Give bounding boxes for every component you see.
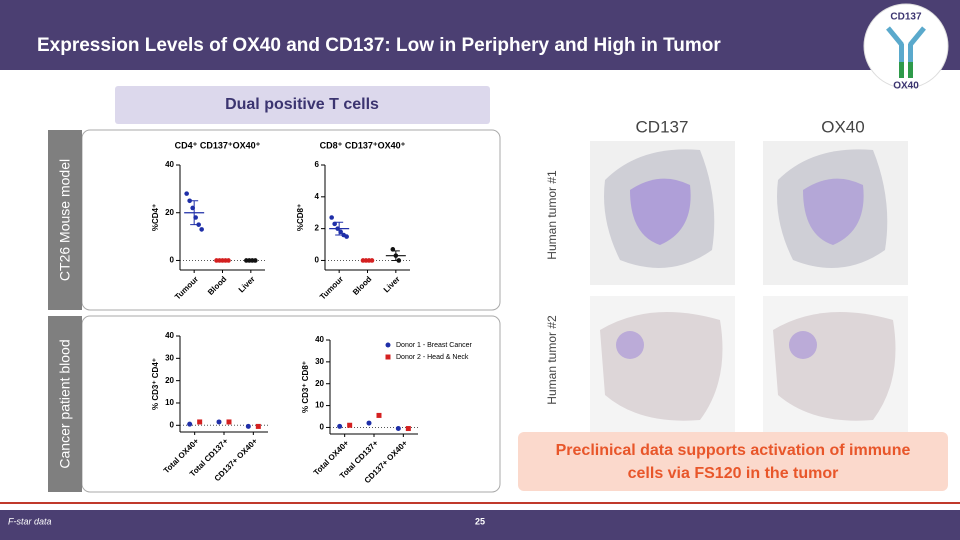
y-tick-label: 2 bbox=[315, 224, 320, 233]
error-bar bbox=[190, 200, 199, 226]
data-point bbox=[226, 419, 232, 425]
y-tick-label: 20 bbox=[165, 208, 174, 217]
conclusion-line: cells via FS120 in the tumor bbox=[628, 465, 839, 482]
legend-marker bbox=[385, 342, 391, 348]
data-point bbox=[253, 258, 258, 263]
data-point bbox=[376, 412, 382, 418]
conclusion-line: Preclinical data supports activation of … bbox=[556, 442, 911, 459]
image-column-label: OX40 bbox=[821, 117, 864, 136]
image-row-label: Human tumor #2 bbox=[545, 315, 559, 405]
data-point bbox=[405, 426, 411, 432]
y-tick-label: 0 bbox=[315, 256, 320, 265]
y-axis-label: %CD8⁺ bbox=[296, 204, 305, 231]
y-tick-label: 40 bbox=[165, 160, 174, 169]
chart-title: CD8⁺ CD137⁺OX40⁺ bbox=[320, 140, 406, 150]
y-tick-label: 6 bbox=[315, 160, 320, 169]
header-bar bbox=[0, 0, 960, 70]
y-axis-label: %CD4⁺ bbox=[151, 204, 160, 231]
data-point bbox=[395, 426, 401, 432]
y-tick-label: 0 bbox=[170, 256, 175, 265]
y-axis-label: % CD3⁺ CD8⁺ bbox=[301, 361, 310, 413]
row-label: Cancer patient blood bbox=[57, 339, 73, 468]
data-point bbox=[197, 419, 203, 425]
panel-title-box bbox=[115, 86, 490, 124]
y-tick-label: 10 bbox=[165, 398, 174, 407]
tissue-images bbox=[590, 141, 908, 440]
data-point bbox=[199, 227, 204, 232]
data-point bbox=[369, 258, 375, 263]
logo-top: CD137 bbox=[890, 12, 922, 23]
legend-label: Donor 1 - Breast Cancer bbox=[396, 342, 473, 349]
data-point bbox=[347, 422, 353, 428]
footer-rule bbox=[0, 502, 960, 504]
legend-marker bbox=[385, 354, 391, 360]
row-label-box bbox=[48, 130, 82, 310]
row-label: CT26 Mouse model bbox=[57, 159, 73, 281]
conclusion-box bbox=[518, 432, 948, 491]
data-point bbox=[337, 423, 343, 429]
y-axis-label: % CD3⁺ CD4⁺ bbox=[151, 358, 160, 410]
panel-title: Dual positive T cells bbox=[225, 96, 379, 113]
logo-bottom: OX40 bbox=[893, 81, 919, 92]
y-tick-label: 30 bbox=[315, 357, 324, 366]
y-tick-label: 20 bbox=[315, 379, 324, 388]
footer-source: F-star data bbox=[8, 516, 52, 526]
row-label-box bbox=[48, 316, 82, 492]
y-tick-label: 20 bbox=[165, 376, 174, 385]
data-point bbox=[216, 419, 222, 425]
data-point bbox=[329, 215, 334, 220]
data-point bbox=[344, 234, 349, 239]
y-tick-label: 0 bbox=[170, 420, 175, 429]
slide-title: Expression Levels of OX40 and CD137: Low… bbox=[37, 35, 721, 56]
data-point bbox=[245, 423, 251, 429]
y-tick-label: 0 bbox=[320, 423, 325, 432]
logo: CD137 OX40 bbox=[863, 3, 949, 92]
data-point bbox=[366, 420, 372, 426]
data-point bbox=[184, 191, 189, 196]
data-point bbox=[226, 258, 231, 263]
y-tick-label: 4 bbox=[315, 192, 320, 201]
image-row-label: Human tumor #1 bbox=[545, 170, 559, 260]
footer-bar bbox=[0, 510, 960, 540]
image-column-label: CD137 bbox=[636, 117, 689, 136]
data-point bbox=[187, 421, 193, 427]
data-point bbox=[255, 423, 261, 429]
y-tick-label: 40 bbox=[315, 335, 324, 344]
data-point bbox=[187, 198, 192, 204]
data-point bbox=[196, 222, 201, 227]
page-number: 25 bbox=[475, 516, 485, 526]
y-tick-label: 40 bbox=[165, 331, 174, 340]
y-tick-label: 10 bbox=[315, 401, 324, 410]
y-tick-label: 30 bbox=[165, 353, 174, 362]
chart-title: CD4⁺ CD137⁺OX40⁺ bbox=[175, 140, 261, 150]
error-bar bbox=[391, 250, 400, 261]
legend-label: Donor 2 - Head & Neck bbox=[396, 354, 469, 361]
error-bar bbox=[335, 221, 344, 236]
